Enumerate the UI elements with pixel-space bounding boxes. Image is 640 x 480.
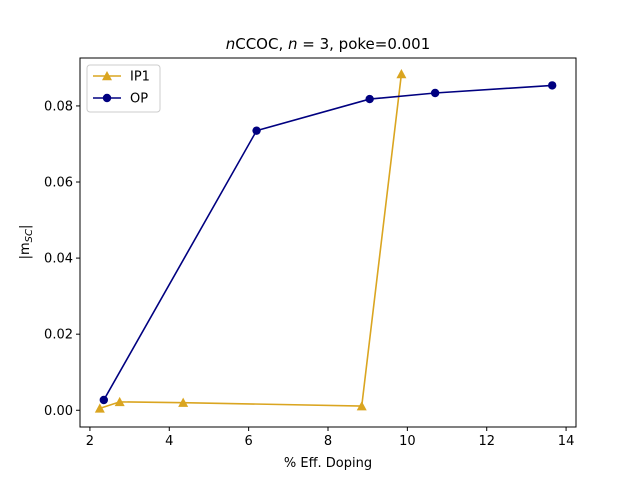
x-tick-label: 12 [478, 434, 495, 449]
x-tick-label: 4 [165, 434, 173, 449]
legend-label-ip1: IP1 [130, 70, 150, 85]
data-point-op [547, 81, 557, 90]
x-tick-label: 8 [324, 434, 332, 449]
plot-frame [79, 57, 577, 428]
chart-title: nCCOC, n = 3, poke=0.001 [226, 35, 431, 53]
series-line-op [103, 84, 553, 401]
x-tick-label: 2 [86, 434, 94, 449]
y-axis-label: |mSC| [18, 225, 35, 260]
y-tick-label: 0.06 [44, 176, 73, 191]
data-point-op [99, 395, 109, 405]
data-point-op [252, 126, 261, 135]
x-axis-label: % Eff. Doping [284, 456, 372, 471]
legend-marker-ip1 [102, 71, 112, 81]
data-point-ip1 [94, 403, 105, 413]
y-tick-label: 0.00 [44, 404, 73, 419]
y-tick-label: 0.04 [44, 252, 73, 267]
y-tick-label: 0.08 [44, 99, 73, 114]
x-tick-label: 6 [244, 434, 252, 449]
data-point-ip1 [178, 397, 189, 407]
data-point-op [365, 94, 374, 104]
data-point-ip1 [114, 396, 125, 407]
x-tick-label: 14 [558, 434, 575, 449]
legend-label-op: OP [130, 92, 148, 107]
data-point-ip1 [356, 401, 367, 411]
data-point-op [430, 88, 440, 98]
legend: IP1 OP [86, 64, 161, 113]
legend-marker-op [102, 93, 112, 103]
data-point-ip1 [396, 68, 407, 79]
plot-area [94, 68, 557, 413]
axis-ticks: 2 4 6 8 10 12 14 0.00 0.02 0.04 0.06 0.08 [44, 99, 574, 449]
series-line-ip1 [99, 73, 403, 410]
x-tick-label: 10 [399, 434, 416, 449]
y-tick-label: 0.02 [44, 328, 73, 343]
